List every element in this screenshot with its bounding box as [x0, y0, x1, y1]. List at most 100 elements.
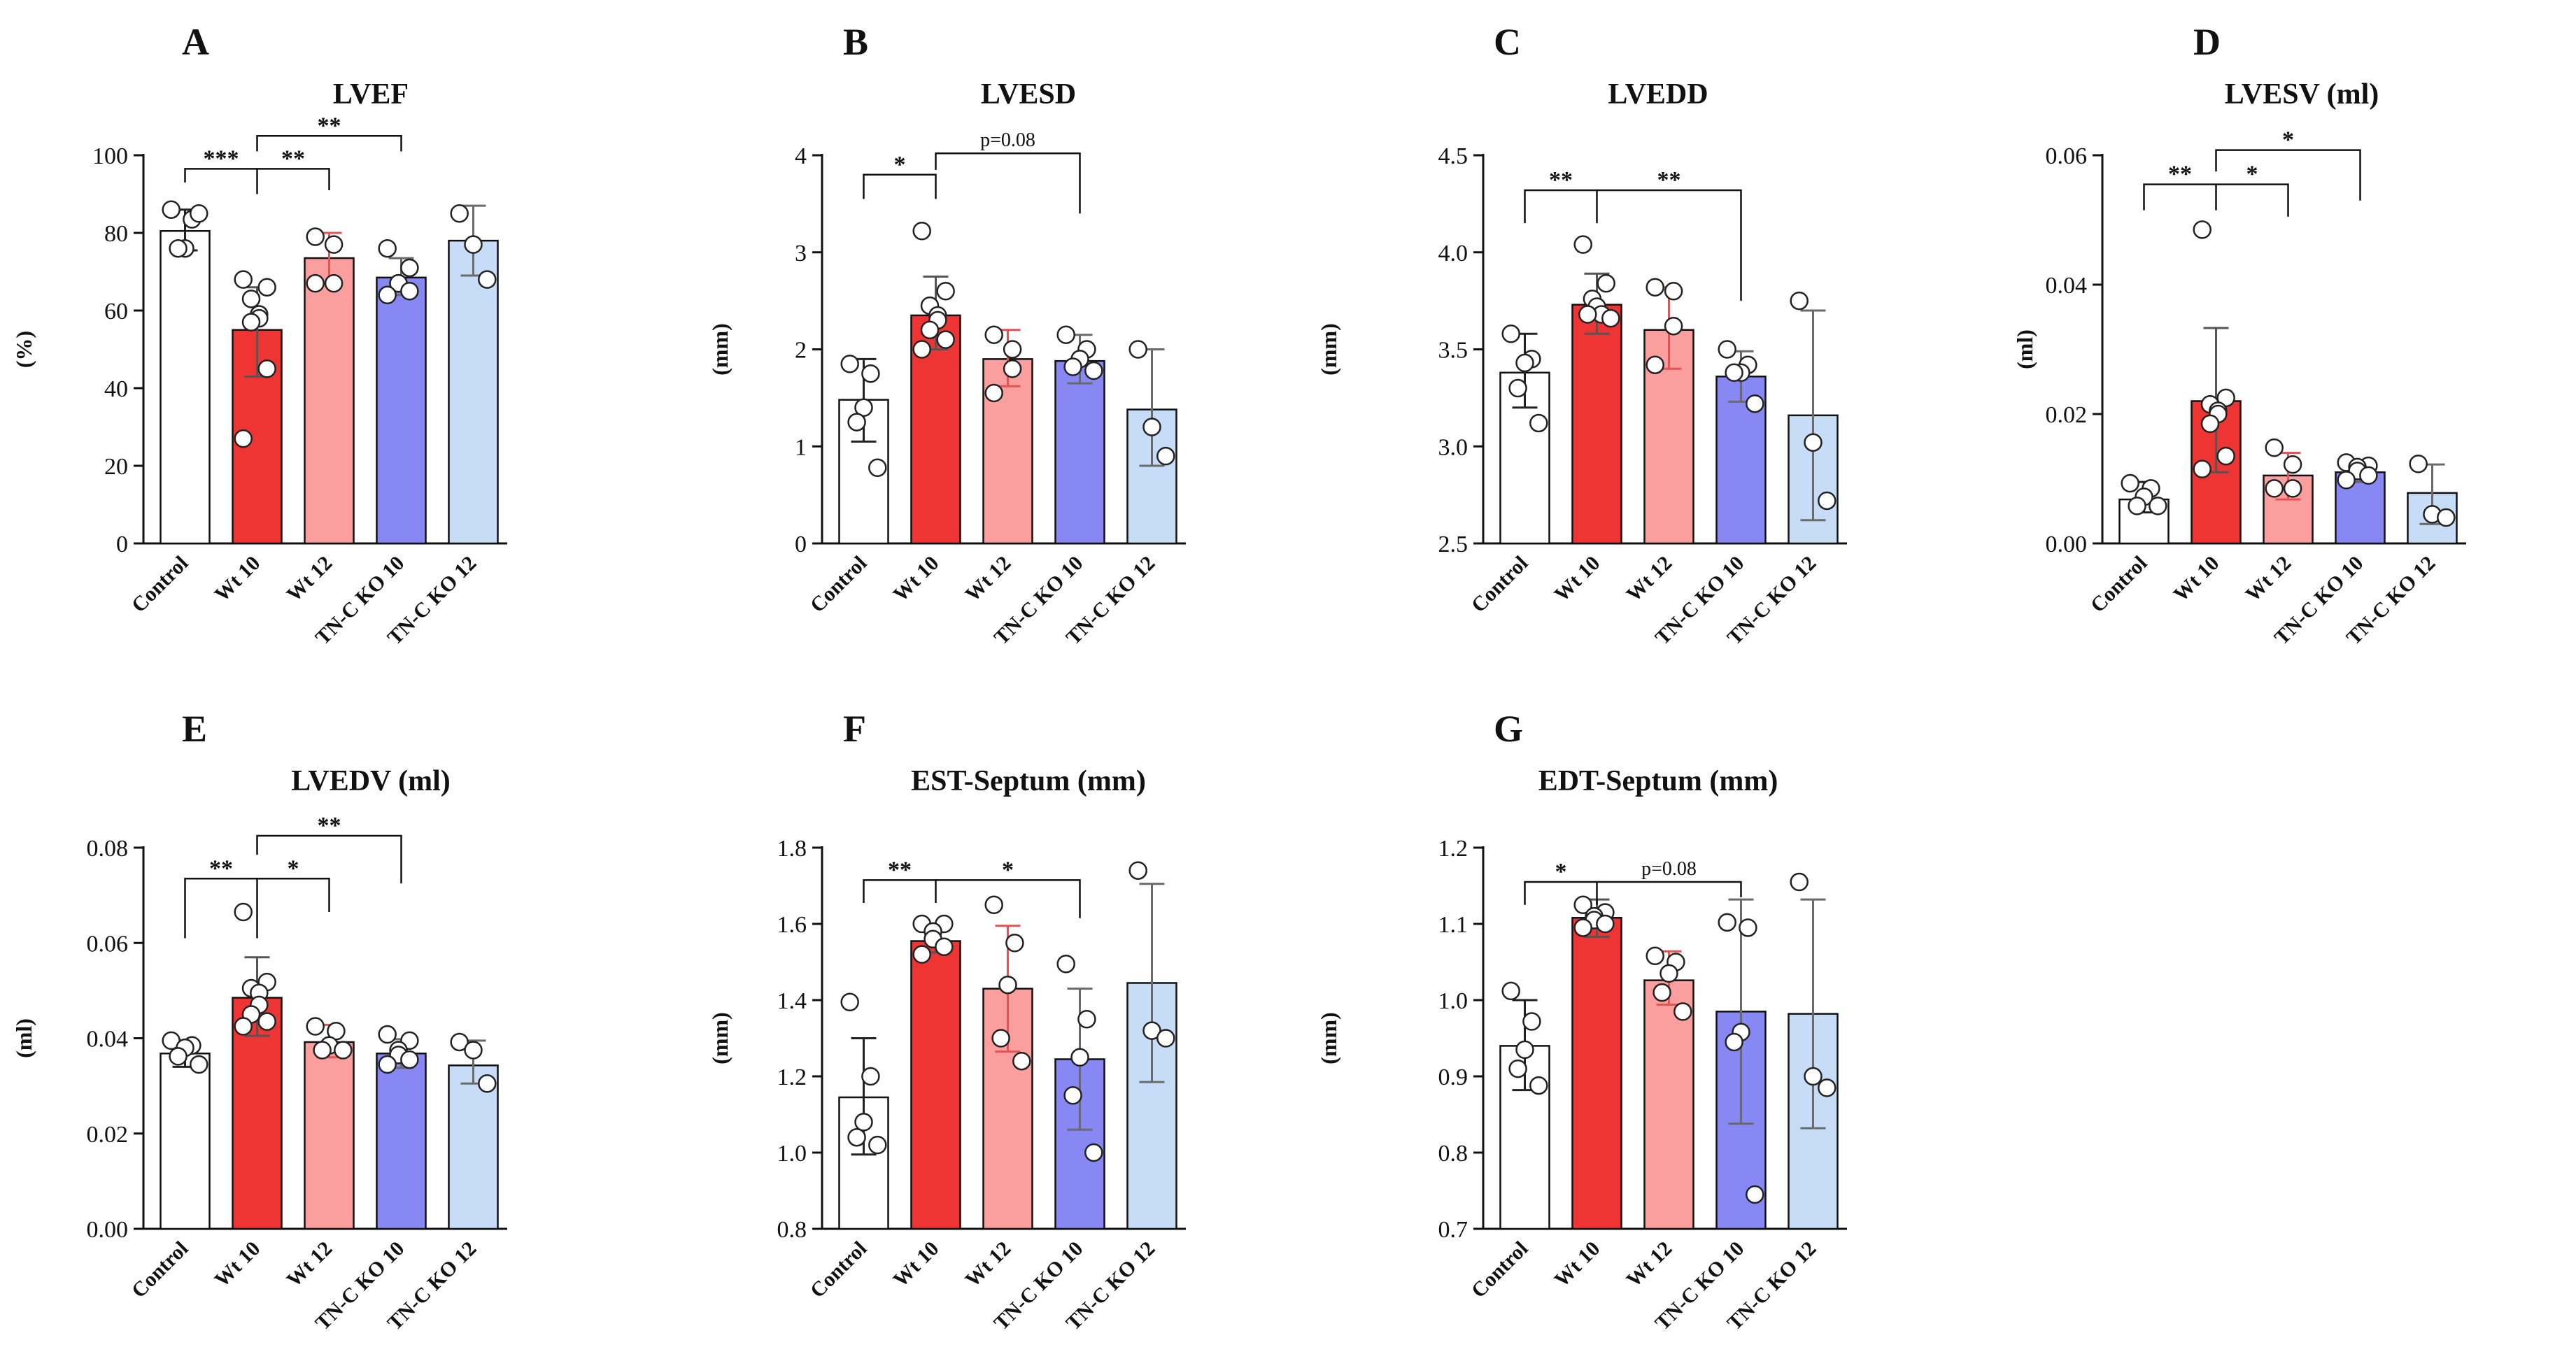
- data-point: [1005, 934, 1024, 953]
- data-point: [1601, 308, 1620, 328]
- data-point: [2193, 459, 2211, 478]
- panel-title: LVESD: [981, 78, 1076, 111]
- significance-bracket: [2216, 183, 2289, 217]
- y-tick-label: 0.02: [2046, 402, 2088, 428]
- y-tick-label: 2: [795, 338, 807, 364]
- bar-wt-12: [304, 257, 355, 545]
- data-point: [464, 235, 483, 254]
- y-tick-label: 4: [795, 143, 807, 169]
- panel-letter: E: [182, 708, 207, 750]
- data-point: [1804, 1067, 1823, 1086]
- data-point: [1646, 946, 1664, 966]
- panel-g: G EDT-Septum (mm) (mm) 0.7 0.8 0.9 1.0 1.1 1.2 Co…: [1316, 708, 1847, 1335]
- y-tick-label: 0.9: [1438, 1064, 1469, 1090]
- y-tick-label: 3.5: [1438, 338, 1469, 364]
- data-point: [478, 270, 497, 289]
- y-tick-label: 80: [104, 221, 128, 247]
- y-tick-label: 0.00: [87, 1217, 129, 1243]
- y-tick-label: 0.02: [87, 1122, 129, 1148]
- data-point: [234, 429, 253, 448]
- significance-bracket: [2215, 149, 2361, 201]
- data-point: [1012, 1051, 1031, 1071]
- data-point: [854, 1113, 873, 1132]
- data-point: [1597, 273, 1615, 293]
- data-point: [1739, 918, 1757, 937]
- data-point: [2200, 414, 2220, 434]
- panel-title: LVEF: [333, 78, 409, 111]
- data-point: [1128, 340, 1147, 359]
- y-tick-label: 0.04: [2046, 273, 2088, 299]
- data-point: [324, 235, 344, 254]
- data-point: [1746, 394, 1764, 413]
- data-point: [257, 359, 276, 378]
- panel-letter: F: [843, 708, 866, 750]
- data-point: [847, 413, 866, 432]
- y-tick-label: 0.00: [2046, 532, 2088, 557]
- data-point: [2121, 473, 2139, 493]
- bar-wt-12: [1643, 979, 1694, 1230]
- data-point: [2359, 466, 2378, 485]
- significance-bracket: [1524, 881, 1598, 905]
- data-point: [1142, 1021, 1161, 1040]
- panel-c: C LVEDD (mm) 2.5 3.0 3.5 4.0 4.5 Control Wt 10 Wt …: [1316, 21, 1847, 650]
- data-point: [313, 1041, 332, 1060]
- x-tick-label: Wt 10: [889, 552, 943, 606]
- panel-title: LVEDV (ml): [291, 765, 451, 797]
- data-point: [936, 282, 955, 301]
- data-point: [1128, 861, 1147, 880]
- y-tick-label: 0.8: [777, 1217, 807, 1243]
- data-point: [840, 992, 859, 1011]
- y-tick-label: 100: [92, 143, 128, 169]
- significance-label: *: [894, 152, 906, 178]
- bar-wt-10: [910, 940, 961, 1230]
- y-axis-label: (mm): [707, 323, 733, 376]
- significance-label: *: [288, 855, 299, 881]
- data-point: [847, 1127, 866, 1147]
- data-point: [912, 340, 931, 359]
- panel-title: LVESV (ml): [2225, 78, 2379, 111]
- data-point: [1725, 363, 1743, 383]
- data-point: [1653, 983, 1671, 1002]
- y-tick-label: 4.5: [1438, 143, 1469, 169]
- panel-title: EST-Septum (mm): [911, 765, 1146, 797]
- data-point: [400, 282, 419, 301]
- data-point: [1156, 1029, 1175, 1048]
- data-point: [2437, 508, 2456, 527]
- data-point: [1818, 491, 1837, 511]
- y-tick-label: 20: [104, 454, 128, 480]
- data-point: [920, 320, 940, 339]
- y-tick-label: 1.4: [777, 988, 807, 1014]
- data-point: [1664, 282, 1683, 301]
- x-tick-label: Control: [806, 1237, 872, 1303]
- y-tick-label: 1.8: [777, 836, 807, 862]
- y-tick-label: 0.04: [87, 1027, 129, 1053]
- data-point: [1501, 981, 1520, 1001]
- data-point: [854, 398, 873, 417]
- significance-label: **: [318, 113, 341, 138]
- data-point: [334, 1041, 353, 1060]
- bar-tn-c-ko-10: [376, 276, 427, 545]
- data-point: [1508, 378, 1527, 398]
- significance-label: *: [1002, 857, 1014, 883]
- data-point: [478, 1074, 497, 1093]
- data-point: [241, 313, 261, 332]
- panel-letter: G: [1494, 708, 1523, 750]
- y-tick-label: 1: [795, 434, 807, 460]
- bar-control: [160, 229, 211, 545]
- data-point: [400, 258, 419, 278]
- x-tick-label: Wt 12: [961, 1237, 1015, 1292]
- y-tick-label: 0: [795, 532, 807, 557]
- data-point: [2265, 438, 2284, 457]
- data-point: [1804, 433, 1823, 452]
- data-point: [1578, 305, 1597, 324]
- data-point: [1063, 1086, 1082, 1105]
- bar-wt-12: [304, 1041, 355, 1230]
- data-point: [936, 330, 955, 349]
- significance-bracket: [256, 135, 402, 152]
- data-point: [257, 1012, 276, 1031]
- panel-letter: B: [843, 21, 868, 63]
- data-point: [1646, 278, 1664, 297]
- data-point: [169, 1047, 187, 1066]
- data-point: [861, 364, 880, 383]
